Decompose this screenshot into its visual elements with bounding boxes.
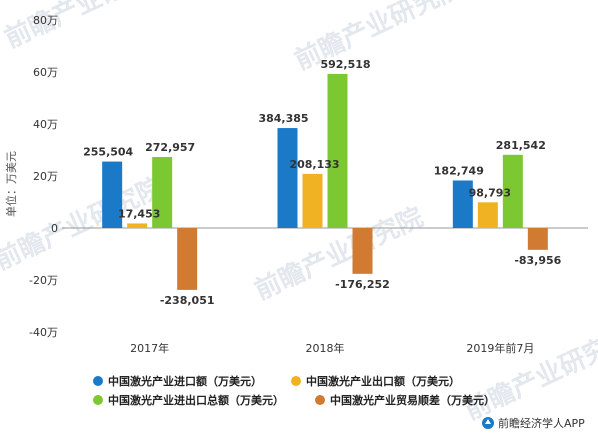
data-label: 272,957 <box>145 141 195 154</box>
x-tick-label: 2017年 <box>130 341 169 355</box>
legend-swatch-icon <box>93 395 103 405</box>
x-axis: 2017年 2018年 2019年前7月 <box>130 341 534 355</box>
data-label: 17,453 <box>118 207 160 220</box>
bar <box>127 223 148 228</box>
legend-swatch-icon <box>93 376 103 386</box>
watermark-logo-top-left: 前瞻产业研究院 <box>0 0 178 54</box>
y-tick-label: -40万 <box>29 326 58 339</box>
legend: 中国激光产业进口额（万美元） 中国激光产业出口额（万美元） 中国激光产业进出口总额（… <box>93 374 495 407</box>
data-label: -238,051 <box>160 294 215 307</box>
legend-label: 中国激光产业进口额（万美元） <box>108 374 262 388</box>
bar <box>502 154 523 228</box>
svg-text:前瞻产业研究院: 前瞻产业研究院 <box>0 0 178 54</box>
bar <box>102 161 123 228</box>
svg-text:前瞻产业研究院: 前瞻产业研究院 <box>290 0 468 76</box>
source-credit: 前瞻经济学人APP <box>482 416 585 430</box>
y-axis: 80万 60万 40万 20万 0 -20万 -40万 <box>29 14 588 339</box>
y-tick-label: -20万 <box>29 274 58 287</box>
data-label: 592,518 <box>320 58 370 71</box>
legend-swatch-icon <box>291 376 301 386</box>
bar <box>277 128 298 228</box>
bar <box>527 228 548 250</box>
source-text: 前瞻经济学人APP <box>498 416 585 430</box>
y-tick-label: 0 <box>51 222 58 235</box>
svg-text:前瞻产业研究院: 前瞻产业研究院 <box>460 321 598 426</box>
y-tick-label: 80万 <box>33 14 58 27</box>
y-tick-label: 60万 <box>33 66 58 79</box>
legend-label: 中国激光产业贸易顺差（万美元） <box>330 393 495 407</box>
data-label: 98,793 <box>469 186 511 199</box>
bar <box>327 73 348 229</box>
bar <box>352 228 373 274</box>
y-tick-label: 40万 <box>33 118 58 131</box>
data-label: 255,504 <box>83 146 133 159</box>
legend-swatch-icon <box>315 395 325 405</box>
bar <box>302 173 323 228</box>
watermark-logo-bottom-right: 前瞻产业研究院 <box>460 321 598 426</box>
x-tick-label: 2018年 <box>306 341 345 355</box>
bar <box>177 228 198 290</box>
bars-group <box>102 73 548 290</box>
source-logo-mark-icon <box>485 419 491 424</box>
legend-label: 中国激光产业进出口总额（万美元） <box>108 393 284 407</box>
y-tick-label: 20万 <box>33 170 58 183</box>
bar <box>452 180 473 228</box>
data-label: -176,252 <box>335 278 390 291</box>
x-tick-label: 2019年前7月 <box>466 341 534 355</box>
data-label: 208,133 <box>289 158 339 171</box>
data-label: -83,956 <box>514 254 561 267</box>
legend-label: 中国激光产业出口额（万美元） <box>306 374 460 388</box>
y-axis-title: 单位：万美元 <box>4 151 18 217</box>
bar <box>477 202 498 228</box>
bar <box>152 157 173 228</box>
data-label: 384,385 <box>258 112 308 125</box>
watermark-logo-top-right: 前瞻产业研究院 <box>290 0 468 76</box>
data-labels-group: 255,504 17,453 272,957 -238,051 384,385 208,1… <box>83 58 562 307</box>
data-label: 182,749 <box>434 164 484 177</box>
data-label: 281,542 <box>496 139 546 152</box>
